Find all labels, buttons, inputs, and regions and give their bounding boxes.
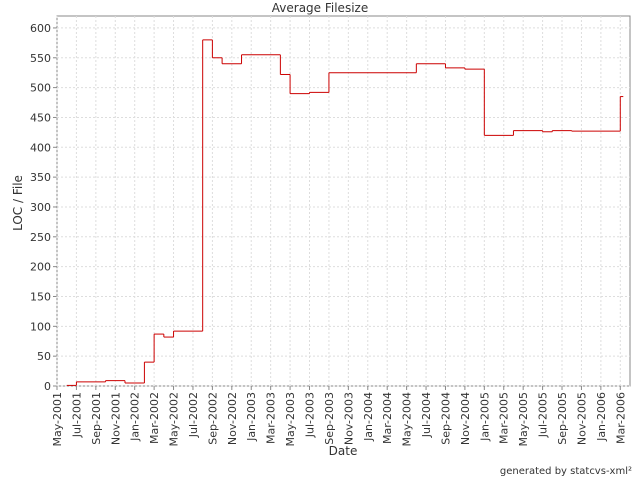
x-tick-label: Jul-2001 (70, 392, 83, 438)
x-tick-label: Mar-2004 (381, 392, 394, 444)
x-tick-label: Nov-2003 (342, 392, 355, 445)
x-tick-label: Mar-2006 (614, 392, 627, 444)
x-tick-label: May-2005 (517, 392, 530, 447)
y-tick-label: 150 (30, 290, 51, 303)
y-tick-label: 250 (30, 231, 51, 244)
x-tick-label: May-2004 (401, 392, 414, 447)
x-tick-label: Mar-2002 (148, 392, 161, 444)
y-tick-label: 550 (30, 52, 51, 65)
x-tick-label: Jul-2003 (304, 392, 317, 438)
x-tick-label: Jul-2005 (537, 392, 550, 438)
x-tick-label: Jul-2002 (187, 392, 200, 438)
x-tick-label: Nov-2004 (459, 392, 472, 445)
y-tick-label: 350 (30, 171, 51, 184)
y-axis-label: LOC / File (11, 175, 25, 231)
x-tick-label: Mar-2003 (265, 392, 278, 444)
y-tick-label: 50 (37, 350, 51, 363)
x-tick-label: Jan-2003 (245, 392, 258, 442)
y-tick-label: 450 (30, 111, 51, 124)
x-tick-label: May-2002 (168, 392, 181, 447)
footer: generated by statcvs-xml² (500, 466, 632, 477)
x-tick-label: Sep-2005 (556, 392, 569, 445)
y-tick-label: 400 (30, 141, 51, 154)
y-tick-label: 500 (30, 82, 51, 95)
x-tick-label: Nov-2005 (575, 392, 588, 445)
y-tick-label: 200 (30, 261, 51, 274)
x-tick-label: Nov-2002 (226, 392, 239, 445)
y-tick-label: 0 (44, 380, 51, 393)
x-tick-label: Sep-2004 (439, 392, 452, 445)
x-tick-label: Jan-2006 (595, 392, 608, 442)
y-tick-label: 300 (30, 201, 51, 214)
x-tick-label: Jan-2002 (129, 392, 142, 442)
x-tick-label: Jan-2004 (362, 392, 375, 442)
plot-area (56, 15, 631, 387)
x-tick-label: May-2001 (51, 392, 64, 447)
x-tick-label: Mar-2005 (498, 392, 511, 444)
x-tick-label: May-2003 (284, 392, 297, 447)
x-tick-label: Nov-2001 (109, 392, 122, 445)
x-axis-label: Date (329, 444, 358, 458)
y-tick-label: 600 (30, 22, 51, 35)
x-tick-label: Jan-2005 (478, 392, 491, 442)
x-tick-label: Sep-2002 (206, 392, 219, 445)
x-tick-label: Sep-2003 (323, 392, 336, 445)
y-tick-label: 100 (30, 320, 51, 333)
x-tick-label: Sep-2001 (90, 392, 103, 445)
x-tick-label: Jul-2004 (420, 392, 433, 438)
chart-title: Average Filesize (272, 1, 368, 15)
